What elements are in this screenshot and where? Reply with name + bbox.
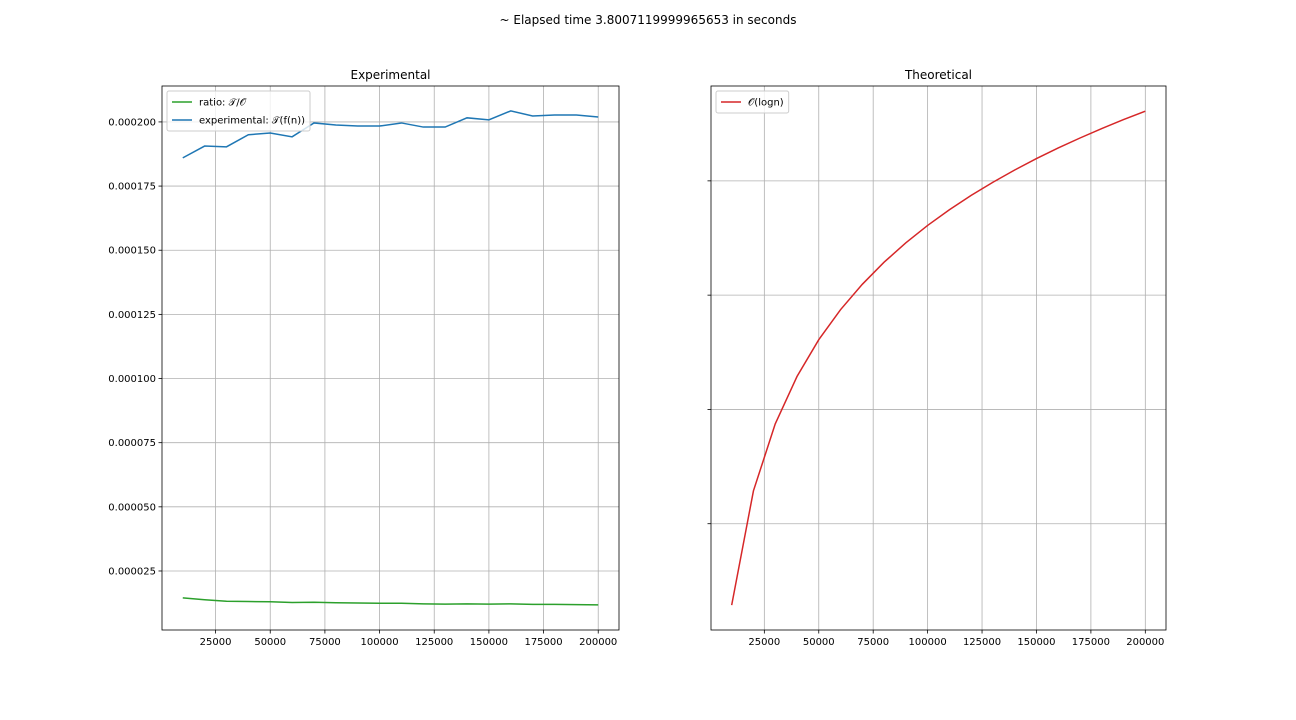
y-tick-label: 0.000200 [108,117,156,128]
x-tick-label: 75000 [857,637,889,648]
axes-frame [710,85,1167,631]
axes-title: Theoretical [904,68,972,82]
y-tick-label: 0.000100 [108,374,156,385]
x-tick-label: 175000 [524,637,562,648]
y-tick-label: 0.000175 [108,182,156,193]
y-tick-label: 0.000075 [108,438,156,449]
legend-frame [166,90,311,132]
y-tick-label: 0.000025 [108,566,156,577]
legend: ratio: 𝒯/𝒪 experimental: 𝒯(f(n)) [166,90,311,132]
x-tick-label: 25000 [200,637,232,648]
x-tick-label: 75000 [309,637,341,648]
y-tick-label: 0.000050 [108,502,156,513]
x-tick-label: 100000 [909,637,947,648]
figure-title: ~ Elapsed time 3.8007119999965653 in sec… [500,13,797,27]
x-tick-label: 125000 [963,637,1001,648]
legend-label: 𝒪(logn) [748,98,784,109]
x-tick-label: 150000 [470,637,508,648]
y-tick-label: 0.000150 [108,246,156,257]
x-tick-label: 50000 [803,637,835,648]
x-tick-label: 175000 [1072,637,1110,648]
legend-label: experimental: 𝒯(f(n)) [199,116,305,127]
series-line [730,110,1146,606]
axes-title: Experimental [350,68,430,82]
legend: 𝒪(logn) [715,90,790,114]
x-tick-label: 150000 [1017,637,1055,648]
y-tick-label: 0.000125 [108,310,156,321]
series-line [182,110,599,159]
legend-frame [715,90,790,114]
x-tick-label: 125000 [415,637,453,648]
x-tick-label: 50000 [254,637,286,648]
x-tick-label: 100000 [360,637,398,648]
x-tick-label: 200000 [579,637,617,648]
axes-frame [161,85,620,631]
series-line [182,597,599,606]
x-tick-label: 25000 [748,637,780,648]
legend-label: ratio: 𝒯/𝒪 [199,98,247,109]
x-tick-label: 200000 [1126,637,1164,648]
